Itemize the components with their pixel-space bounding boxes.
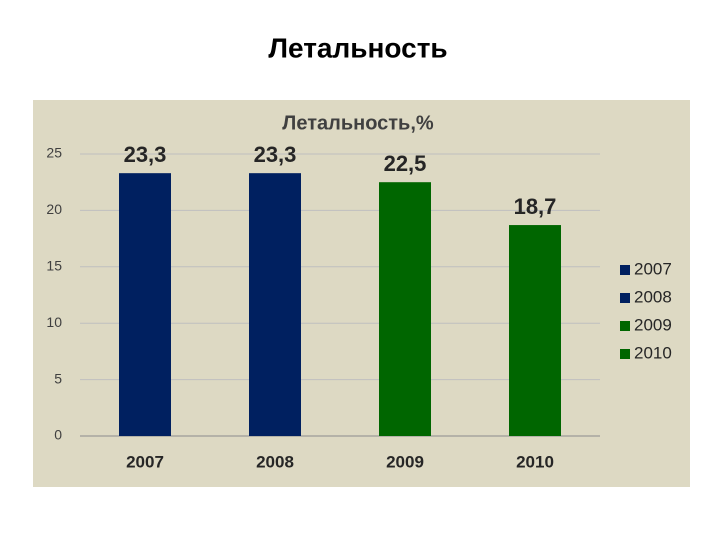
x-tick-label: 2007 — [126, 452, 164, 471]
y-tick-label: 15 — [46, 258, 62, 274]
chart-title: Летальность,% — [282, 112, 434, 134]
y-tick-label: 5 — [54, 370, 62, 386]
bar — [249, 173, 301, 436]
x-tick-label: 2008 — [256, 452, 294, 471]
data-label: 22,5 — [384, 151, 427, 176]
legend-swatch — [620, 293, 630, 303]
data-label: 23,3 — [124, 142, 167, 167]
y-tick-label: 0 — [54, 427, 62, 443]
x-tick-label: 2009 — [386, 452, 424, 471]
legend-label: 2009 — [634, 315, 672, 334]
data-label: 18,7 — [514, 194, 557, 219]
legend-label: 2010 — [634, 343, 672, 362]
y-tick-label: 25 — [46, 145, 62, 161]
bar — [119, 173, 171, 436]
bar — [509, 225, 561, 436]
legend-label: 2007 — [634, 259, 672, 278]
y-tick-label: 20 — [46, 201, 62, 217]
x-tick-label: 2010 — [516, 452, 554, 471]
legend-swatch — [620, 349, 630, 359]
data-label: 23,3 — [254, 142, 297, 167]
slide-title: Летальность — [268, 32, 447, 63]
legend-swatch — [620, 265, 630, 275]
legend-swatch — [620, 321, 630, 331]
legend-label: 2008 — [634, 287, 672, 306]
bar — [379, 182, 431, 436]
y-tick-label: 10 — [46, 314, 62, 330]
